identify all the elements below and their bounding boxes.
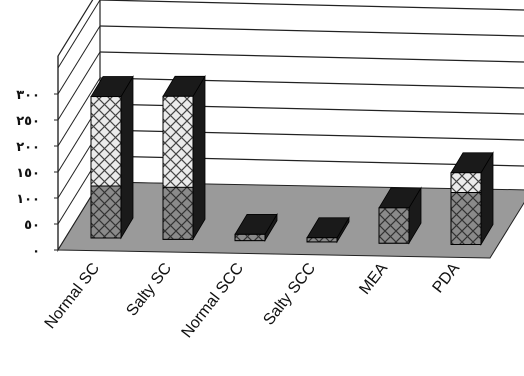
x-category-label: Salty SCC bbox=[260, 260, 319, 329]
x-category-label: Normal SCC bbox=[178, 260, 247, 341]
bar bbox=[90, 75, 134, 240]
side-gridline bbox=[57, 51, 101, 121]
bar-front-lower bbox=[90, 185, 122, 239]
bar-front-lower bbox=[306, 237, 338, 243]
x-category-label: PDA bbox=[429, 260, 463, 297]
x-axis-labels: Normal SC Salty SC Normal SCC Salty SCC MEA P… bbox=[42, 260, 464, 341]
bar-front-lower bbox=[450, 192, 482, 245]
y-tick-label: ٢٠٠ bbox=[16, 140, 40, 155]
bar-side bbox=[192, 74, 206, 241]
x-category-label: Normal SC bbox=[42, 260, 104, 332]
x-category-label: Salty SC bbox=[123, 260, 175, 320]
bar-front-lower bbox=[234, 233, 266, 242]
y-tick-label: ٠ bbox=[32, 244, 40, 259]
bar bbox=[378, 186, 422, 245]
bar bbox=[450, 151, 494, 246]
bar-front-lower bbox=[162, 186, 194, 240]
x-category-label: MEA bbox=[356, 260, 391, 298]
back-gridline bbox=[99, 0, 524, 11]
y-axis: ٠ ٥٠ ١٠٠ ١٥٠ ٢٠٠ ٢٥٠ ٣٠٠ bbox=[16, 56, 59, 259]
bar-side bbox=[120, 75, 134, 240]
back-gridline bbox=[99, 51, 524, 63]
y-tick-label: ١٠٠ bbox=[16, 192, 40, 207]
bar bbox=[306, 216, 350, 244]
bars bbox=[90, 74, 494, 246]
bar-front-lower bbox=[378, 207, 410, 244]
y-tick-label: ٢٥٠ bbox=[16, 114, 40, 129]
y-tick-label: ٣٠٠ bbox=[16, 88, 40, 103]
bar bbox=[234, 212, 278, 243]
side-gridline bbox=[57, 77, 101, 147]
back-gridline bbox=[99, 25, 524, 37]
y-tick-label: ٥٠ bbox=[24, 218, 40, 233]
y-tick-label: ١٥٠ bbox=[16, 166, 40, 181]
side-gridline bbox=[57, 0, 101, 69]
side-gridline bbox=[57, 25, 101, 95]
bar bbox=[162, 74, 206, 241]
back-gridline bbox=[99, 77, 524, 89]
